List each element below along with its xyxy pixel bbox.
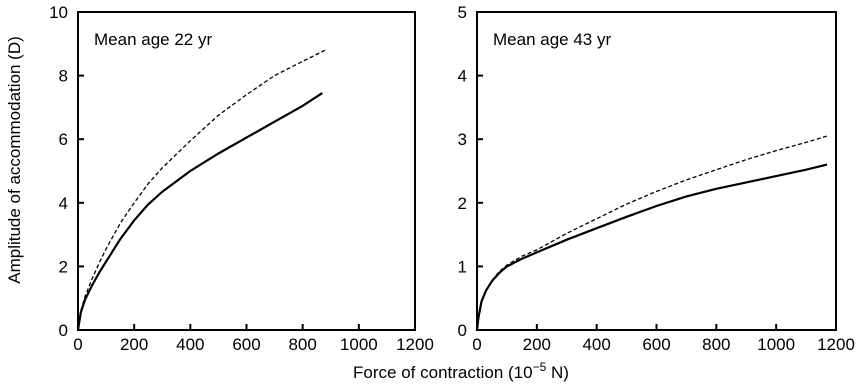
x-tick-label: 0 <box>73 335 82 354</box>
series-line-solid <box>475 163 828 331</box>
x-tick-label: 600 <box>232 335 260 354</box>
series-line-dashed <box>476 135 828 331</box>
y-tick-label: 0 <box>59 321 68 340</box>
x-tick-label: 400 <box>176 335 204 354</box>
x-tick-label: 1000 <box>757 335 795 354</box>
panel-age-22: 0 200 400 600 800 1000 1200 0 2 4 6 8 10 Mean age 22 … <box>49 3 434 354</box>
x-tick-label: 0 <box>472 335 481 354</box>
x-tick-label: 200 <box>120 335 148 354</box>
x-tick-label: 800 <box>288 335 316 354</box>
y-tick-label: 3 <box>458 130 467 149</box>
y-axis-title: Amplitude of accommodation (D) <box>5 36 24 284</box>
plot-frame <box>77 11 416 331</box>
panel-age-43: 0 200 400 600 800 1000 1200 0 1 2 3 4 5 Mean age 43 y… <box>458 3 855 354</box>
plot-frame <box>476 11 837 331</box>
y-tick-label: 2 <box>59 257 68 276</box>
y-tick-label: 0 <box>458 321 467 340</box>
y-tick-label: 2 <box>458 194 467 213</box>
panel-annotation: Mean age 43 yr <box>493 30 611 49</box>
x-tick-label: 1200 <box>396 335 434 354</box>
x-tick-label: 600 <box>642 335 670 354</box>
y-tick-label: 4 <box>59 194 68 213</box>
y-tick-label: 6 <box>59 130 68 149</box>
series-line-solid <box>76 92 323 331</box>
y-tick-label: 5 <box>458 3 467 22</box>
panel-annotation: Mean age 22 yr <box>94 30 212 49</box>
x-tick-label: 800 <box>702 335 730 354</box>
x-tick-label: 1000 <box>340 335 378 354</box>
y-tick-label: 8 <box>59 67 68 86</box>
x-tick-label: 400 <box>582 335 610 354</box>
x-axis-title: Force of contraction (10−5 N) <box>353 360 569 382</box>
y-tick-label: 1 <box>458 257 467 276</box>
x-tick-label: 200 <box>523 335 551 354</box>
x-tick-label: 1200 <box>817 335 855 354</box>
y-tick-label: 4 <box>458 67 467 86</box>
y-tick-label: 10 <box>49 3 68 22</box>
series-line-dashed <box>77 49 326 331</box>
